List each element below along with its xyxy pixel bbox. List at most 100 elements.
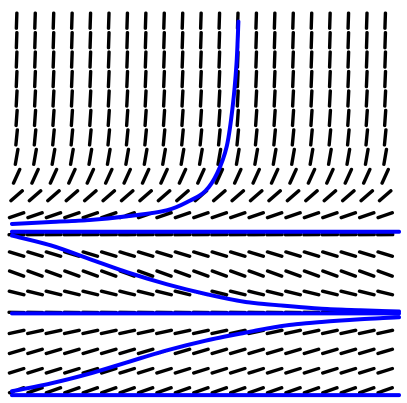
slope-segment (26, 328, 45, 336)
slope-segment (14, 11, 19, 30)
slope-segment (228, 211, 247, 220)
slope-segment (180, 30, 185, 50)
slope-segment (180, 69, 185, 89)
slope-segment (136, 289, 155, 297)
slope-segment (357, 366, 376, 375)
slope-segment (326, 147, 333, 166)
slope-segment (254, 50, 259, 69)
slope-segment (290, 89, 296, 108)
slope-segment (63, 269, 81, 278)
slope-segment (198, 89, 204, 108)
slope-segment (118, 366, 137, 375)
slope-segment (124, 108, 130, 128)
slope-segment (192, 366, 210, 375)
slope-segment (253, 128, 259, 147)
slope-segment (364, 108, 369, 128)
slope-segment (125, 69, 130, 89)
slope-segment (320, 289, 339, 297)
slope-segment (62, 347, 81, 356)
slope-segment (67, 167, 77, 185)
slope-segment (69, 108, 75, 128)
slope-segment (383, 50, 388, 69)
slope-segment (254, 11, 259, 30)
slope-segment (82, 189, 98, 203)
slope-segment (118, 347, 137, 356)
slope-segment (217, 30, 222, 50)
slope-segment (377, 189, 393, 203)
slope-segment (50, 147, 57, 166)
slope-segment (26, 211, 44, 220)
slope-segment (228, 386, 247, 395)
slope-segment (346, 89, 351, 108)
slope-segment (198, 30, 203, 50)
slope-segment (376, 386, 394, 395)
slope-segment (251, 167, 261, 185)
slope-segment (191, 347, 210, 356)
slope-segment (85, 167, 96, 185)
slope-segment (321, 211, 339, 220)
slope-segment (155, 211, 173, 220)
slope-segment (69, 30, 74, 50)
slope-segment (32, 108, 38, 128)
slope-segment (81, 211, 100, 220)
slope-segment (143, 11, 148, 30)
slope-segment (376, 347, 395, 356)
slope-segment (339, 250, 358, 258)
slope-segment (155, 289, 174, 297)
slope-segment (11, 167, 22, 185)
slope-segment (33, 50, 38, 69)
slope-segment (44, 250, 63, 258)
slope-segment (291, 50, 296, 69)
slope-segment (88, 89, 93, 108)
slope-segment (105, 147, 112, 166)
slope-segment (101, 189, 117, 203)
slope-segment (247, 269, 265, 278)
slope-segment (254, 89, 259, 108)
slope-segment (302, 269, 321, 278)
slope-segment (7, 250, 26, 258)
slope-segment (217, 50, 222, 69)
slope-segment (272, 50, 277, 69)
slope-segment (247, 386, 265, 395)
slope-segment (99, 347, 118, 356)
slope-segment (173, 347, 192, 356)
slope-segment (364, 69, 369, 89)
slope-segment (118, 328, 137, 336)
slope-segment (346, 69, 351, 89)
slope-segment (380, 167, 390, 185)
slope-segment (64, 189, 80, 203)
slope-segment (32, 89, 38, 108)
slope-segment (302, 386, 321, 395)
slope-segment (173, 366, 192, 375)
slope-segment (180, 108, 185, 128)
slope-segment (291, 30, 295, 50)
slope-segment (124, 147, 131, 166)
slope-segment (69, 128, 75, 147)
slope-segment (46, 189, 61, 203)
slope-segment (265, 250, 284, 258)
slope-segment (376, 250, 395, 258)
slope-segment (7, 328, 26, 336)
slope-segment (265, 269, 284, 278)
slope-segment (81, 347, 100, 356)
slope-segment (68, 147, 75, 166)
slope-segment (173, 289, 192, 297)
slope-segment (192, 211, 210, 220)
slope-segment (173, 250, 192, 258)
slope-segment (346, 108, 351, 128)
slope-segment (302, 250, 321, 258)
slope-segment (339, 347, 358, 356)
slope-segment (88, 69, 93, 89)
slope-segment (125, 30, 130, 50)
slope-segment (320, 347, 339, 356)
slope-segment (106, 50, 111, 69)
slope-segment (228, 347, 247, 356)
slope-segment (106, 108, 111, 128)
slope-segment (125, 89, 130, 108)
slope-segment (177, 167, 188, 185)
slope-segment (339, 328, 358, 336)
slope-segment (180, 50, 185, 69)
slope-segment (284, 386, 302, 395)
slope-segment (302, 289, 321, 297)
slope-segment (192, 386, 210, 395)
